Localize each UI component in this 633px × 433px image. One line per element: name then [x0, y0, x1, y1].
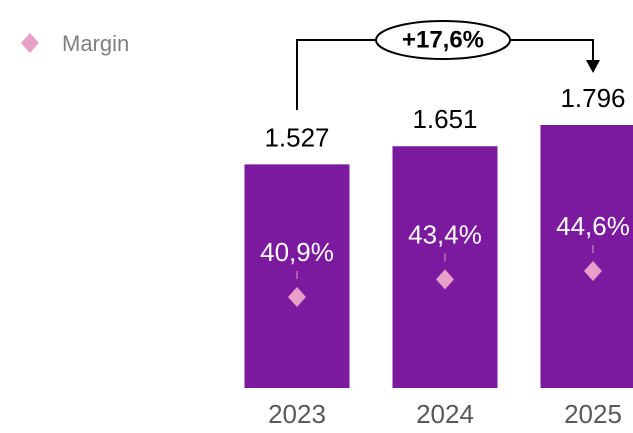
legend-marker: [21, 33, 39, 53]
legend-label: Margin: [62, 31, 129, 56]
margin-label: 43,4%: [408, 219, 482, 249]
x-tick-label: 2025: [564, 399, 622, 429]
margin-marker: [584, 261, 602, 281]
margin-marker: [436, 269, 454, 290]
bar: [392, 146, 498, 388]
growth-bubble: [375, 20, 511, 60]
margin-label: 40,9%: [260, 237, 334, 267]
x-tick-label: 2024: [416, 399, 474, 429]
growth-bracket: [296, 39, 594, 110]
bar-value-label: 1.651: [412, 104, 477, 134]
growth-arrow: [586, 60, 600, 73]
margin-label: 44,6%: [556, 211, 630, 241]
bar-value-label: 1.796: [560, 83, 625, 113]
growth-annotation: +17,6%: [402, 26, 484, 53]
x-tick-label: 2023: [268, 399, 326, 429]
bar: [540, 125, 633, 388]
bar-value-label: 1.527: [264, 122, 329, 152]
margin-marker: [288, 287, 306, 307]
